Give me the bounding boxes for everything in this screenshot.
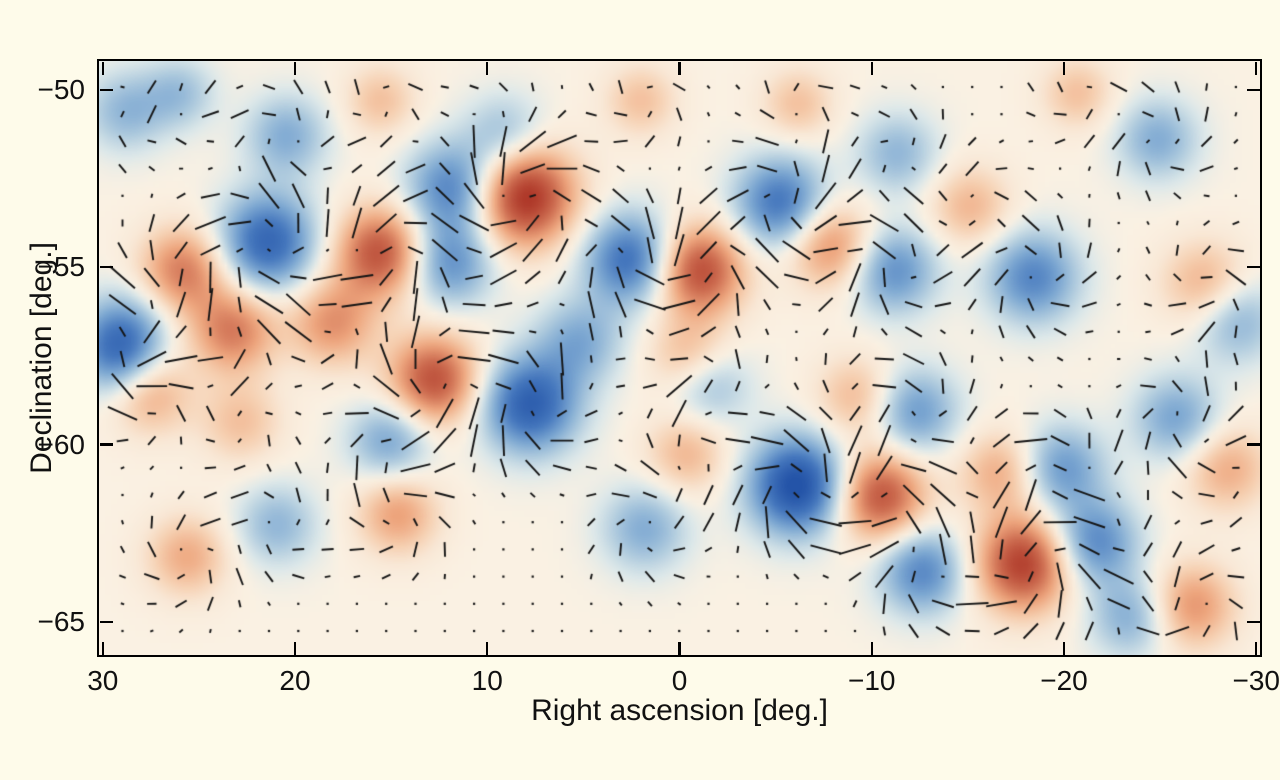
- y-tick-label: −65: [37, 605, 86, 637]
- x-tick-label: −10: [847, 665, 896, 696]
- y-tick-label: −50: [37, 73, 86, 105]
- plot-area: [97, 59, 1262, 657]
- x-tick-label: −30: [1232, 665, 1280, 696]
- y-tick-label: −60: [37, 428, 86, 460]
- x-tick-label: 20: [279, 665, 311, 696]
- x-axis-label: Right ascension [deg.]: [531, 694, 828, 727]
- x-tick-label: 10: [471, 665, 503, 696]
- x-tick-label: 0: [671, 665, 688, 696]
- polarization-map-canvas: [97, 59, 1262, 657]
- x-tick-label: −20: [1040, 665, 1088, 696]
- y-axis-label: Declination [deg.]: [25, 242, 58, 474]
- y-tick-label: −55: [37, 251, 86, 283]
- x-tick-label: 30: [87, 665, 119, 696]
